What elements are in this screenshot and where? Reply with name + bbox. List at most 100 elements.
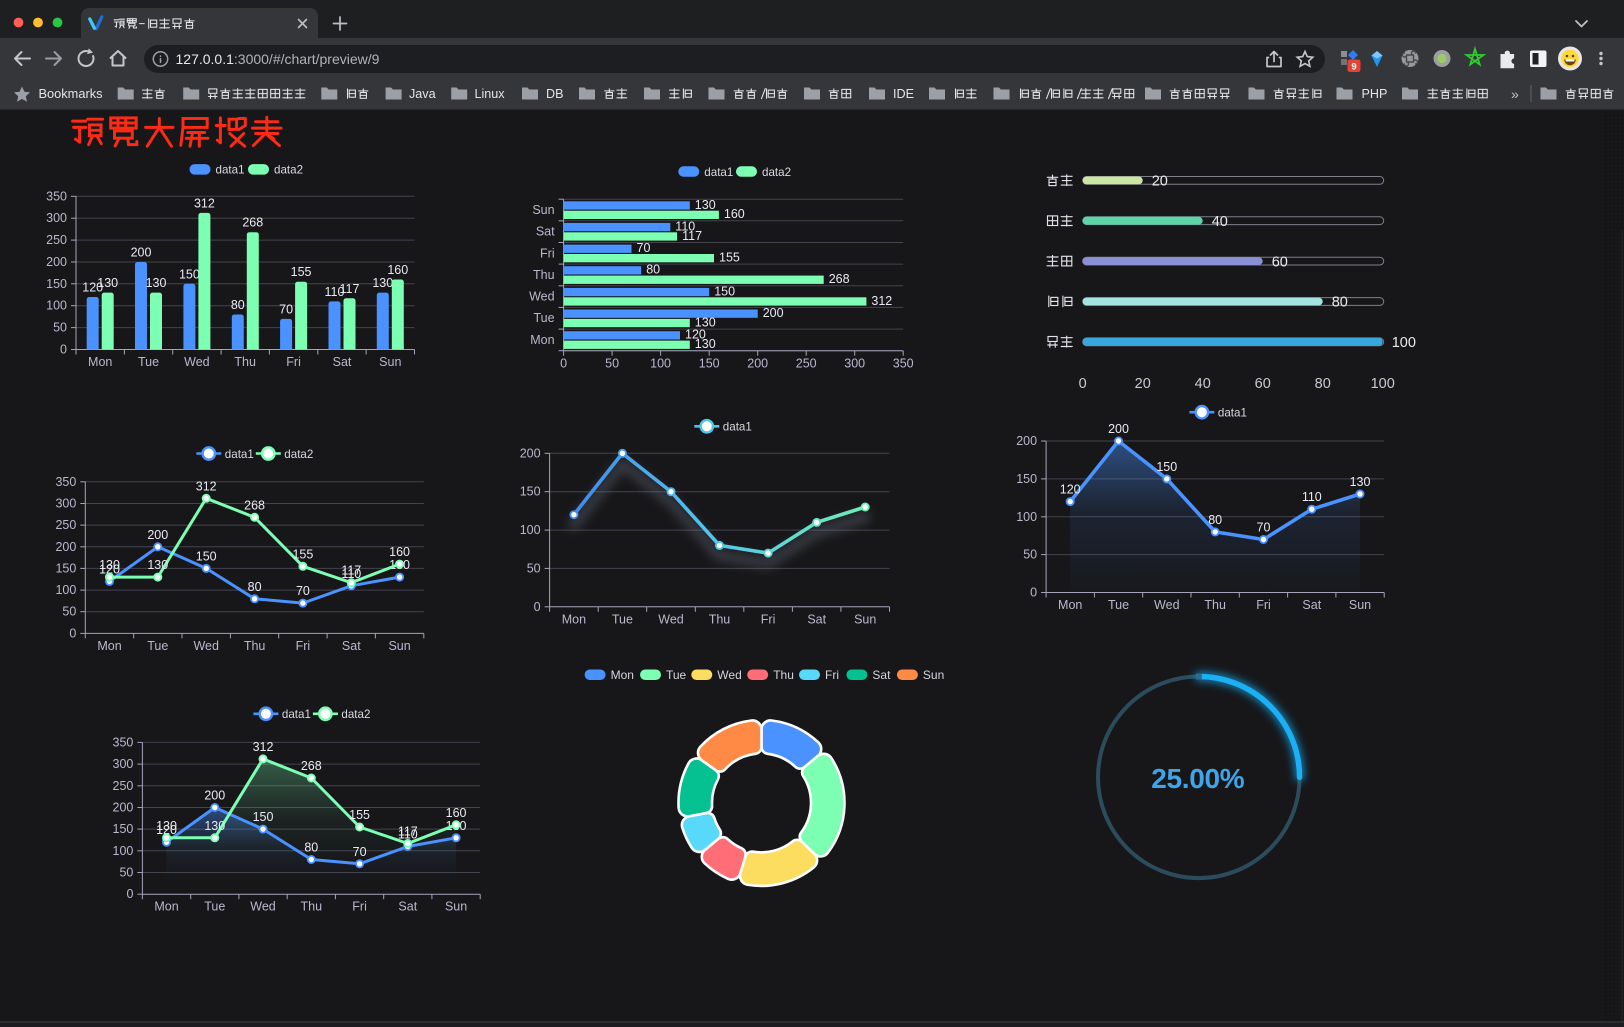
svg-text:data1: data1 xyxy=(216,164,245,177)
svg-text:Wed: Wed xyxy=(1154,598,1180,612)
svg-text:Thu: Thu xyxy=(1204,598,1226,612)
svg-text:80: 80 xyxy=(304,841,318,855)
svg-text:Fri: Fri xyxy=(540,246,555,260)
svg-text:150: 150 xyxy=(179,267,200,281)
svg-text:100: 100 xyxy=(1371,376,1395,392)
svg-text:250: 250 xyxy=(113,779,134,793)
svg-text:250: 250 xyxy=(55,518,76,532)
svg-text:130: 130 xyxy=(695,315,716,329)
svg-text:160: 160 xyxy=(724,207,745,221)
svg-text:Wed: Wed xyxy=(529,290,555,304)
svg-text:data2: data2 xyxy=(341,708,370,721)
svg-text:PHP: PHP xyxy=(1362,87,1388,101)
svg-text:data2: data2 xyxy=(762,166,791,179)
svg-text:110: 110 xyxy=(1302,490,1322,504)
svg-text:155: 155 xyxy=(291,265,312,279)
svg-text:117: 117 xyxy=(682,229,702,243)
svg-text:Mon: Mon xyxy=(562,612,586,626)
svg-text:data1: data1 xyxy=(1218,407,1247,420)
svg-text:110: 110 xyxy=(341,567,361,581)
svg-text:Tue: Tue xyxy=(1108,598,1129,612)
svg-text:Sat: Sat xyxy=(333,355,352,369)
svg-text:50: 50 xyxy=(527,561,541,575)
svg-text:80: 80 xyxy=(1208,513,1222,527)
svg-text:155: 155 xyxy=(719,251,740,265)
svg-text:Sun: Sun xyxy=(923,668,944,682)
svg-text:Mon: Mon xyxy=(88,355,112,369)
svg-text:150: 150 xyxy=(196,549,217,563)
svg-text:60: 60 xyxy=(1272,254,1288,270)
svg-text:350: 350 xyxy=(893,357,914,371)
svg-text:120: 120 xyxy=(99,562,120,576)
svg-text:Thu: Thu xyxy=(533,268,555,282)
svg-text:110: 110 xyxy=(325,285,345,299)
svg-text:200: 200 xyxy=(204,789,225,803)
svg-text:data1: data1 xyxy=(282,708,311,721)
svg-text:Wed: Wed xyxy=(250,900,276,914)
svg-text:50: 50 xyxy=(605,357,619,371)
svg-text:127.0.0.1:3000/#/chart/preview: 127.0.0.1:3000/#/chart/preview/9 xyxy=(176,51,380,67)
svg-text:117: 117 xyxy=(341,564,361,578)
svg-text:Sun: Sun xyxy=(854,612,876,626)
svg-text:Sat: Sat xyxy=(1302,598,1321,612)
svg-text:100: 100 xyxy=(650,357,671,371)
svg-text:130: 130 xyxy=(146,276,167,290)
svg-text:50: 50 xyxy=(119,866,133,880)
svg-text:250: 250 xyxy=(796,357,817,371)
svg-text:Fri: Fri xyxy=(352,900,367,914)
svg-text:Sun: Sun xyxy=(445,900,467,914)
svg-text:Mon: Mon xyxy=(97,639,121,653)
svg-text:50: 50 xyxy=(1023,548,1037,562)
svg-text:100: 100 xyxy=(520,523,541,537)
svg-text:300: 300 xyxy=(844,357,865,371)
svg-text:80: 80 xyxy=(646,263,660,277)
svg-text:300: 300 xyxy=(46,211,67,225)
svg-text:9: 9 xyxy=(1351,62,1356,73)
svg-text:DB: DB xyxy=(546,87,564,101)
svg-text:130: 130 xyxy=(695,198,716,212)
svg-text:Sun: Sun xyxy=(379,355,401,369)
svg-text:130: 130 xyxy=(695,337,716,351)
svg-text:200: 200 xyxy=(147,528,168,542)
svg-text:Tue: Tue xyxy=(204,900,225,914)
svg-text:200: 200 xyxy=(1016,434,1037,448)
svg-text:Sat: Sat xyxy=(398,900,417,914)
svg-text:Sun: Sun xyxy=(1349,598,1371,612)
svg-text:268: 268 xyxy=(244,498,265,512)
svg-text:200: 200 xyxy=(46,255,67,269)
svg-text:130: 130 xyxy=(372,276,393,290)
svg-text:Sun: Sun xyxy=(532,203,554,217)
svg-text:200: 200 xyxy=(747,357,768,371)
svg-text:Mon: Mon xyxy=(154,900,178,914)
svg-text:data1: data1 xyxy=(225,448,254,461)
svg-text:70: 70 xyxy=(279,302,293,316)
svg-text:Wed: Wed xyxy=(717,668,741,682)
svg-text:80: 80 xyxy=(231,298,245,312)
svg-text:Fri: Fri xyxy=(825,668,839,682)
svg-text:80: 80 xyxy=(1315,376,1331,392)
svg-text:Thu: Thu xyxy=(709,612,731,626)
svg-text:40: 40 xyxy=(1212,214,1228,230)
svg-text:Sat: Sat xyxy=(872,668,891,682)
svg-text:150: 150 xyxy=(113,822,134,836)
svg-text:250: 250 xyxy=(46,233,67,247)
svg-text:130: 130 xyxy=(97,276,118,290)
svg-text:120: 120 xyxy=(156,823,177,837)
svg-text:312: 312 xyxy=(196,479,217,493)
svg-text:100: 100 xyxy=(113,844,134,858)
svg-text:50: 50 xyxy=(62,605,76,619)
svg-text:Thu: Thu xyxy=(301,900,323,914)
svg-text:0: 0 xyxy=(1030,586,1037,600)
svg-text:150: 150 xyxy=(1016,472,1037,486)
svg-text:350: 350 xyxy=(46,189,67,203)
svg-text:80: 80 xyxy=(1332,295,1348,311)
svg-text:200: 200 xyxy=(131,246,152,260)
svg-text:200: 200 xyxy=(55,540,76,554)
svg-text:268: 268 xyxy=(242,216,263,230)
svg-text:312: 312 xyxy=(194,196,215,210)
svg-text:Sun: Sun xyxy=(388,639,410,653)
svg-text:data1: data1 xyxy=(704,166,733,179)
svg-text:Wed: Wed xyxy=(193,639,219,653)
svg-text:Fri: Fri xyxy=(761,612,776,626)
svg-text:130: 130 xyxy=(1350,475,1371,489)
